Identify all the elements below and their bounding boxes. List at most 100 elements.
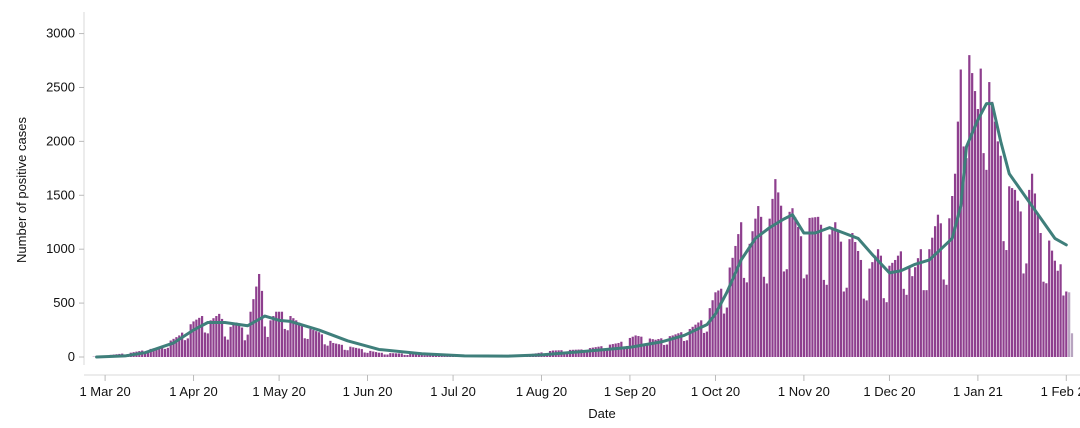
bar xyxy=(731,257,734,357)
bar xyxy=(303,338,306,357)
bar-series xyxy=(92,55,1074,358)
x-tick-label: 1 Oct 20 xyxy=(691,384,740,399)
bar xyxy=(397,353,400,357)
bar xyxy=(161,345,164,357)
bar xyxy=(668,336,671,357)
bar xyxy=(155,347,158,357)
bar xyxy=(665,344,669,357)
bar xyxy=(808,217,811,357)
bar xyxy=(580,349,583,357)
y-tick-label: 1500 xyxy=(46,187,75,202)
bar xyxy=(143,352,147,357)
bar xyxy=(1062,295,1065,357)
bar xyxy=(1025,263,1028,357)
bar xyxy=(623,346,626,357)
y-tick-label: 3000 xyxy=(46,26,75,41)
bar xyxy=(705,331,709,357)
bar xyxy=(583,352,586,357)
bar xyxy=(959,69,962,357)
bar xyxy=(945,284,948,357)
bar xyxy=(1028,189,1031,357)
bar xyxy=(352,347,355,357)
bar xyxy=(859,259,863,357)
bar xyxy=(711,300,714,357)
bar xyxy=(771,198,774,357)
bar xyxy=(748,243,751,357)
bar xyxy=(280,311,284,357)
bar xyxy=(865,300,868,357)
x-tick-label: 1 Mar 20 xyxy=(79,384,130,399)
bar xyxy=(779,205,783,357)
bar xyxy=(979,68,982,357)
bar xyxy=(414,354,418,357)
bar xyxy=(292,318,295,357)
bar xyxy=(603,349,606,357)
bar xyxy=(742,277,746,357)
bar xyxy=(991,101,994,357)
bar xyxy=(1050,250,1054,358)
bar xyxy=(238,325,241,357)
bar xyxy=(1016,200,1019,357)
bar xyxy=(600,346,603,357)
bar xyxy=(617,342,620,357)
bar xyxy=(936,214,940,357)
y-tick-label: 1000 xyxy=(46,241,75,256)
bar xyxy=(146,352,149,357)
bar xyxy=(1039,233,1042,357)
bar xyxy=(246,334,249,357)
bar xyxy=(181,332,184,357)
bar xyxy=(834,222,837,357)
bar xyxy=(357,348,361,357)
bar xyxy=(791,208,794,357)
bar xyxy=(811,217,814,357)
bar xyxy=(337,344,341,357)
bar xyxy=(837,231,840,357)
trend-line-series xyxy=(95,102,1068,359)
bar xyxy=(243,340,246,357)
bar xyxy=(797,226,800,357)
bar xyxy=(871,262,874,358)
bar xyxy=(240,327,244,357)
bar xyxy=(757,206,760,357)
bar xyxy=(203,332,207,357)
bar xyxy=(1045,283,1048,357)
x-axis-title: Date xyxy=(588,406,615,421)
bar xyxy=(586,351,589,357)
bar xyxy=(223,336,227,357)
bar xyxy=(212,318,215,357)
bar xyxy=(1048,240,1051,357)
bar xyxy=(953,173,957,357)
bar xyxy=(856,250,860,357)
bar xyxy=(614,343,617,357)
bar xyxy=(235,322,238,357)
bar xyxy=(312,330,315,357)
bar xyxy=(988,82,991,357)
bar xyxy=(392,353,395,357)
bar xyxy=(674,334,677,357)
bar xyxy=(737,234,740,357)
bar xyxy=(762,276,766,357)
bar xyxy=(366,352,369,357)
bar xyxy=(409,353,412,357)
bar xyxy=(354,347,358,357)
bar xyxy=(426,355,429,357)
bar xyxy=(346,350,349,357)
trend-line xyxy=(95,102,1068,359)
x-tick-label: 1 Feb 21 xyxy=(1041,384,1080,399)
bar xyxy=(158,347,161,357)
bar xyxy=(332,342,335,357)
bar xyxy=(922,290,925,357)
bar xyxy=(260,290,264,358)
bar xyxy=(868,268,871,357)
bar xyxy=(1022,273,1025,357)
bar xyxy=(315,331,318,358)
bar xyxy=(417,354,420,357)
bar xyxy=(369,350,372,357)
bar xyxy=(848,239,851,358)
bar xyxy=(648,338,651,357)
bar xyxy=(993,121,997,357)
bar xyxy=(948,218,951,357)
bar xyxy=(189,324,192,357)
x-axis: 1 Mar 20 1 Apr 20 1 May 20 1 Jun 20 1 Jul 20… xyxy=(79,374,1080,399)
bar xyxy=(928,249,931,357)
